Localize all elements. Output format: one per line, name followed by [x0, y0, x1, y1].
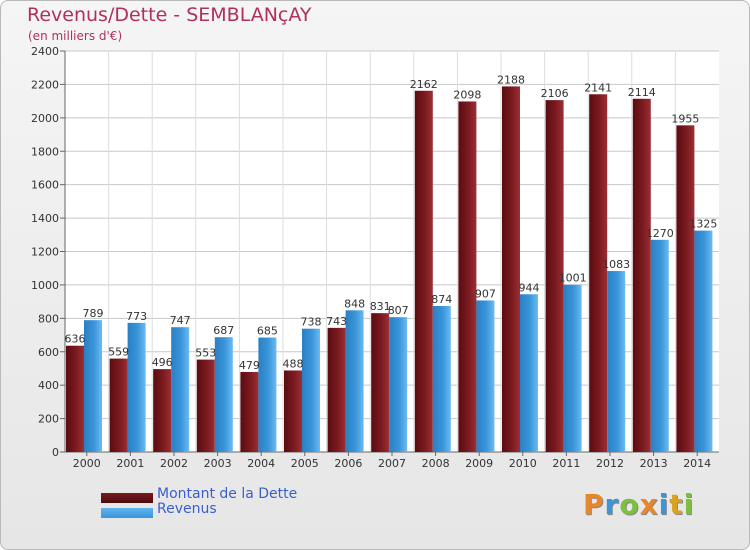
- data-label-debt: 2106: [541, 87, 569, 100]
- bar-revenue: [302, 328, 320, 452]
- x-tick-label: 2007: [378, 457, 406, 470]
- y-tick-label: 600: [38, 346, 59, 359]
- proxiti-logo: Proxiti: [583, 488, 695, 521]
- data-label-revenue: 874: [431, 293, 452, 306]
- data-label-revenue: 1270: [646, 227, 674, 240]
- bar-debt: [502, 86, 520, 453]
- bar-debt: [284, 370, 302, 452]
- bar-revenue: [84, 320, 102, 452]
- bar-revenue: [127, 322, 146, 452]
- y-tick-label: 1800: [31, 145, 59, 158]
- data-label-debt: 496: [152, 356, 173, 369]
- y-tick-label: 2000: [31, 112, 59, 125]
- data-label-revenue: 1083: [602, 258, 630, 271]
- data-label-revenue: 773: [126, 310, 147, 323]
- bar-debt: [545, 100, 564, 452]
- bar-revenue: [432, 305, 451, 452]
- data-label-revenue: 807: [388, 304, 409, 317]
- legend-label-revenue: Revenus: [157, 501, 217, 517]
- data-label-revenue: 944: [519, 281, 540, 294]
- bar-revenue: [476, 300, 495, 452]
- bar-debt: [327, 327, 346, 452]
- x-tick-label: 2013: [640, 457, 668, 470]
- bar-revenue: [345, 310, 364, 452]
- data-label-revenue: 1325: [689, 218, 717, 231]
- x-tick-label: 2012: [596, 457, 624, 470]
- bar-debt: [196, 359, 215, 452]
- y-tick-label: 1400: [31, 212, 59, 225]
- x-tick-label: 2008: [422, 457, 450, 470]
- x-tick-label: 2011: [552, 457, 580, 470]
- data-label-debt: 2098: [453, 88, 481, 101]
- bar-debt: [414, 90, 433, 452]
- bar-revenue: [563, 284, 582, 452]
- x-tick-label: 2014: [683, 457, 711, 470]
- data-label-revenue: 1001: [559, 272, 587, 285]
- bar-revenue: [694, 230, 713, 452]
- data-label-debt: 479: [239, 359, 260, 372]
- x-tick-label: 2009: [465, 457, 493, 470]
- chart-subtitle: (en milliers d'€): [28, 29, 123, 43]
- bar-debt: [240, 371, 259, 452]
- legend-swatch-debt: [101, 493, 153, 503]
- bar-revenue: [214, 337, 233, 452]
- x-tick-label: 2005: [291, 457, 319, 470]
- y-tick-label: 2200: [31, 78, 59, 91]
- bar-revenue: [520, 294, 538, 452]
- data-label-debt: 743: [326, 315, 347, 328]
- data-label-revenue: 747: [170, 314, 191, 327]
- data-label-debt: 1955: [671, 112, 699, 125]
- bar-debt: [109, 358, 128, 452]
- bar-debt: [458, 101, 477, 452]
- chart-title: Revenus/Dette - SEMBLANçAY: [27, 4, 312, 26]
- legend-label-debt: Montant de la Dette: [157, 486, 298, 502]
- x-tick-label: 2003: [204, 457, 232, 470]
- x-tick-label: 2000: [73, 457, 101, 470]
- x-tick-label: 2001: [116, 457, 144, 470]
- data-label-debt: 2114: [628, 86, 656, 99]
- data-label-debt: 559: [108, 346, 129, 359]
- data-label-debt: 553: [195, 347, 216, 360]
- data-label-revenue: 789: [83, 307, 104, 320]
- bar-revenue: [171, 327, 190, 452]
- data-label-revenue: 685: [257, 325, 278, 338]
- data-label-debt: 2141: [584, 81, 612, 94]
- data-label-debt: 831: [370, 300, 391, 313]
- legend-swatch-revenue: [101, 508, 153, 518]
- y-tick-label: 200: [38, 413, 59, 426]
- y-tick-label: 400: [38, 379, 59, 392]
- bar-debt: [66, 345, 84, 452]
- data-label-debt: 488: [283, 357, 304, 370]
- x-tick-label: 2002: [160, 457, 188, 470]
- y-tick-label: 1600: [31, 179, 59, 192]
- bar-revenue: [258, 337, 277, 452]
- data-label-debt: 2188: [497, 73, 525, 86]
- x-tick-label: 2010: [509, 457, 537, 470]
- bar-revenue: [389, 317, 408, 452]
- data-label-revenue: 907: [475, 287, 496, 300]
- bar-debt: [153, 369, 172, 452]
- data-label-debt: 636: [65, 333, 86, 346]
- y-tick-label: 1000: [31, 279, 59, 292]
- y-tick-label: 800: [38, 312, 59, 325]
- bar-debt: [371, 313, 390, 452]
- bar-debt: [632, 98, 651, 453]
- bar-debt: [589, 94, 608, 452]
- x-tick-label: 2006: [334, 457, 362, 470]
- bar-revenue: [650, 239, 669, 452]
- bar-debt: [676, 125, 695, 452]
- y-tick-label: 0: [52, 446, 59, 459]
- data-label-revenue: 738: [301, 316, 322, 329]
- data-label-debt: 2162: [410, 78, 438, 91]
- data-label-revenue: 848: [344, 297, 365, 310]
- y-tick-label: 2400: [31, 45, 59, 58]
- data-label-revenue: 687: [213, 324, 234, 337]
- x-tick-label: 2004: [247, 457, 275, 470]
- bar-revenue: [607, 271, 626, 452]
- y-tick-label: 1200: [31, 246, 59, 259]
